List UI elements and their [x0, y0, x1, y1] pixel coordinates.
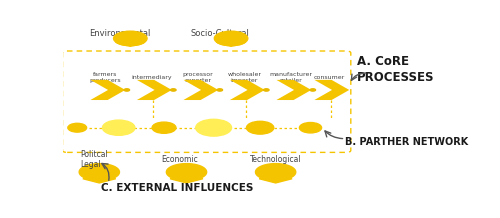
Polygon shape	[79, 164, 120, 181]
Text: Environmental: Environmental	[90, 29, 151, 38]
Polygon shape	[184, 80, 218, 100]
Polygon shape	[276, 80, 312, 100]
Polygon shape	[166, 164, 206, 181]
Ellipse shape	[300, 123, 322, 133]
Text: Politcal
Legal: Politcal Legal	[80, 150, 108, 169]
Circle shape	[114, 31, 147, 46]
Polygon shape	[170, 179, 203, 183]
Text: A. CoRE
PROCESSES: A. CoRE PROCESSES	[357, 55, 434, 84]
Polygon shape	[90, 80, 126, 100]
Text: B. PARTHER NETWORK: B. PARTHER NETWORK	[346, 137, 469, 147]
Ellipse shape	[102, 120, 135, 135]
Circle shape	[264, 89, 269, 91]
Ellipse shape	[246, 121, 274, 134]
Text: consumer: consumer	[314, 75, 344, 80]
Text: processor
exporter: processor exporter	[182, 72, 214, 83]
Circle shape	[170, 89, 176, 91]
Circle shape	[214, 31, 248, 46]
Polygon shape	[230, 80, 265, 100]
Polygon shape	[216, 42, 246, 46]
Text: Socio-Cultural: Socio-Cultural	[190, 29, 249, 38]
Text: C. EXTERNAL INFLUENCES: C. EXTERNAL INFLUENCES	[101, 183, 254, 193]
Polygon shape	[259, 179, 292, 183]
Text: manufacturer
retailer: manufacturer retailer	[270, 72, 312, 83]
Text: intermediary: intermediary	[131, 75, 172, 80]
Polygon shape	[116, 42, 145, 46]
Polygon shape	[314, 80, 349, 100]
Ellipse shape	[68, 123, 86, 132]
Ellipse shape	[152, 122, 176, 133]
Text: farmers
producers: farmers producers	[89, 72, 121, 83]
Ellipse shape	[196, 119, 232, 136]
Circle shape	[310, 89, 316, 91]
Polygon shape	[83, 179, 116, 183]
Polygon shape	[256, 164, 296, 181]
Text: Technological: Technological	[250, 155, 302, 164]
Text: wholesaler
importer: wholesaler importer	[228, 72, 262, 83]
Circle shape	[217, 89, 222, 91]
Polygon shape	[137, 80, 172, 100]
Text: Economic: Economic	[162, 155, 198, 164]
Circle shape	[124, 89, 130, 91]
